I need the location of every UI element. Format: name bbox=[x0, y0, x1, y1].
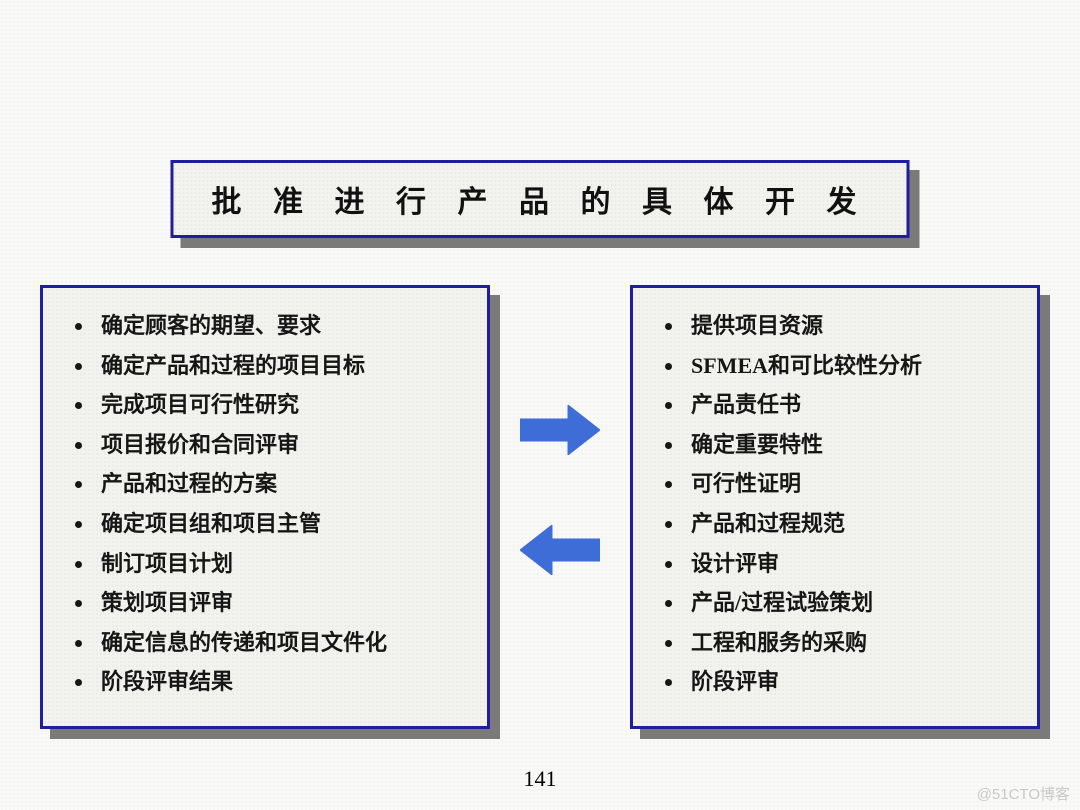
left-box-inner: 确定顾客的期望、要求 确定产品和过程的项目目标 完成项目可行性研究 项目报价和合… bbox=[40, 285, 490, 729]
list-item: 阶段评审 bbox=[685, 662, 1017, 702]
page-number: 141 bbox=[524, 766, 557, 792]
list-item: 工程和服务的采购 bbox=[685, 623, 1017, 663]
list-item: 提供项目资源 bbox=[685, 306, 1017, 346]
slide: 批 准 进 行 产 品 的 具 体 开 发 确定顾客的期望、要求 确定产品和过程… bbox=[0, 0, 1080, 810]
list-item: 阶段评审结果 bbox=[95, 662, 467, 702]
title-container: 批 准 进 行 产 品 的 具 体 开 发 bbox=[171, 160, 910, 238]
list-item: 可行性证明 bbox=[685, 464, 1017, 504]
right-box-inner: 提供项目资源 SFMEA和可比较性分析 产品责任书 确定重要特性 可行性证明 产… bbox=[630, 285, 1040, 729]
list-item: 完成项目可行性研究 bbox=[95, 385, 467, 425]
list-item: 确定产品和过程的项目目标 bbox=[95, 346, 467, 386]
list-item: 产品和过程规范 bbox=[685, 504, 1017, 544]
list-item: 产品责任书 bbox=[685, 385, 1017, 425]
list-item: 策划项目评审 bbox=[95, 583, 467, 623]
arrow-left-icon bbox=[520, 525, 600, 575]
list-item: 确定顾客的期望、要求 bbox=[95, 306, 467, 346]
title-box: 批 准 进 行 产 品 的 具 体 开 发 bbox=[171, 160, 910, 238]
title-text: 批 准 进 行 产 品 的 具 体 开 发 bbox=[171, 160, 910, 238]
left-box: 确定顾客的期望、要求 确定产品和过程的项目目标 完成项目可行性研究 项目报价和合… bbox=[40, 285, 490, 729]
list-item: 项目报价和合同评审 bbox=[95, 425, 467, 465]
columns: 确定顾客的期望、要求 确定产品和过程的项目目标 完成项目可行性研究 项目报价和合… bbox=[40, 285, 1040, 729]
list-item: 产品/过程试验策划 bbox=[685, 583, 1017, 623]
list-item: 确定重要特性 bbox=[685, 425, 1017, 465]
arrows-container bbox=[520, 285, 600, 575]
right-box: 提供项目资源 SFMEA和可比较性分析 产品责任书 确定重要特性 可行性证明 产… bbox=[630, 285, 1040, 729]
arrow-right-icon bbox=[520, 405, 600, 455]
right-list: 提供项目资源 SFMEA和可比较性分析 产品责任书 确定重要特性 可行性证明 产… bbox=[663, 306, 1017, 702]
list-item: 产品和过程的方案 bbox=[95, 464, 467, 504]
list-item: SFMEA和可比较性分析 bbox=[685, 346, 1017, 386]
watermark: @51CTO博客 bbox=[977, 783, 1070, 804]
list-item: 确定信息的传递和项目文件化 bbox=[95, 623, 467, 663]
list-item: 设计评审 bbox=[685, 544, 1017, 584]
list-item: 确定项目组和项目主管 bbox=[95, 504, 467, 544]
list-item: 制订项目计划 bbox=[95, 544, 467, 584]
left-list: 确定顾客的期望、要求 确定产品和过程的项目目标 完成项目可行性研究 项目报价和合… bbox=[73, 306, 467, 702]
